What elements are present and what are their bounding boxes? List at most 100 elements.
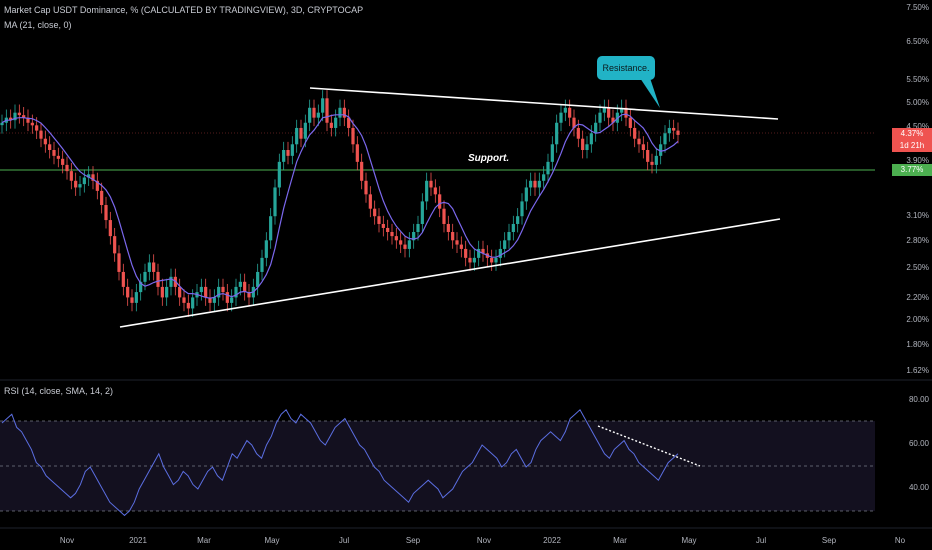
candle-down <box>633 127 637 139</box>
candle-up <box>217 286 221 298</box>
candle-up <box>537 180 541 188</box>
candle-up <box>82 177 86 185</box>
candle-up <box>563 107 567 113</box>
rsi-indicator-label: RSI (14, close, SMA, 14, 2) <box>4 386 114 396</box>
candle-up <box>199 286 203 293</box>
candle-down <box>377 216 381 224</box>
resistance-callout: Resistance. <box>597 56 655 80</box>
price-tick: 1.80% <box>906 340 929 349</box>
support-annotation: Support. <box>468 153 510 164</box>
candle-up <box>295 127 299 145</box>
candle-up <box>542 174 546 181</box>
time-tick: 2022 <box>543 536 561 545</box>
candle-down <box>641 144 645 150</box>
candle-up <box>425 180 429 202</box>
candle-up <box>494 257 498 263</box>
candle-down <box>35 125 39 131</box>
time-tick: Mar <box>613 536 627 545</box>
price-tick: 2.80% <box>906 236 929 245</box>
candle-up <box>260 257 264 272</box>
candlestick-series <box>0 90 680 317</box>
candle-down <box>464 248 468 258</box>
countdown-badge: 1d 21h <box>892 140 932 152</box>
candle-down <box>394 236 398 241</box>
candle-down <box>481 248 485 254</box>
time-tick: May <box>681 536 697 545</box>
candle-down <box>104 205 108 221</box>
candle-up <box>169 276 173 287</box>
candle-down <box>39 130 43 139</box>
candle-down <box>17 112 21 116</box>
price-tick: 7.50% <box>906 3 929 12</box>
candle-down <box>108 220 112 237</box>
candle-down <box>342 107 346 118</box>
candle-up <box>191 297 195 309</box>
time-tick: Sep <box>821 536 837 545</box>
candle-down <box>156 271 160 287</box>
price-tick: 3.10% <box>906 211 929 220</box>
candle-up <box>338 107 342 118</box>
candle-up <box>78 184 82 188</box>
candle-down <box>368 194 372 209</box>
candle-down <box>30 122 34 126</box>
candle-down <box>347 117 351 128</box>
candle-down <box>429 180 433 188</box>
candle-up <box>589 133 593 145</box>
candle-up <box>264 240 268 258</box>
price-tick: 2.00% <box>906 315 929 324</box>
candle-down <box>208 297 212 303</box>
candle-down <box>221 286 225 293</box>
candle-down <box>22 115 26 118</box>
candle-down <box>459 244 463 249</box>
candle-up <box>0 122 4 126</box>
candle-down <box>399 240 403 245</box>
candle-up <box>516 216 520 224</box>
candle-up <box>230 297 234 303</box>
candle-down <box>533 180 537 188</box>
candle-up <box>503 240 507 249</box>
candle-down <box>650 161 654 165</box>
candle-up <box>134 292 138 303</box>
candle-up <box>165 286 169 298</box>
candle-down <box>351 127 355 145</box>
price-tick: 5.00% <box>906 98 929 107</box>
candle-up <box>559 112 563 123</box>
candle-down <box>446 223 450 233</box>
price-tick: 4.50% <box>906 122 929 131</box>
candle-up <box>269 216 273 241</box>
candle-up <box>334 117 338 128</box>
candle-down <box>433 187 437 195</box>
candle-up <box>520 201 524 217</box>
candle-up <box>290 144 294 156</box>
candle-down <box>121 271 125 287</box>
candle-down <box>52 149 56 156</box>
candle-down <box>126 286 130 298</box>
candle-up <box>303 122 307 139</box>
time-tick: Jul <box>755 536 767 545</box>
candle-down <box>455 240 459 245</box>
rsi-tick: 80.00 <box>908 395 929 404</box>
candle-down <box>568 107 572 118</box>
candle-up <box>498 248 502 258</box>
candle-up <box>511 223 515 233</box>
candle-up <box>585 144 589 150</box>
candle-up <box>654 155 658 165</box>
candle-down <box>65 164 69 172</box>
time-tick: Mar <box>197 536 211 545</box>
time-tick: No <box>894 536 906 545</box>
candle-down <box>364 180 368 195</box>
candle-down <box>9 117 13 121</box>
resistance-trendline <box>309 87 779 120</box>
candle-down <box>186 302 190 309</box>
candle-up <box>282 149 286 162</box>
last-price-badge: 4.37% <box>892 128 932 140</box>
candle-down <box>113 236 117 254</box>
candle-down <box>100 190 104 206</box>
candle-down <box>438 194 442 209</box>
candle-down <box>676 130 680 135</box>
candle-down <box>355 144 359 162</box>
candle-down <box>95 180 99 191</box>
candle-down <box>286 149 290 156</box>
candle-down <box>381 223 385 228</box>
